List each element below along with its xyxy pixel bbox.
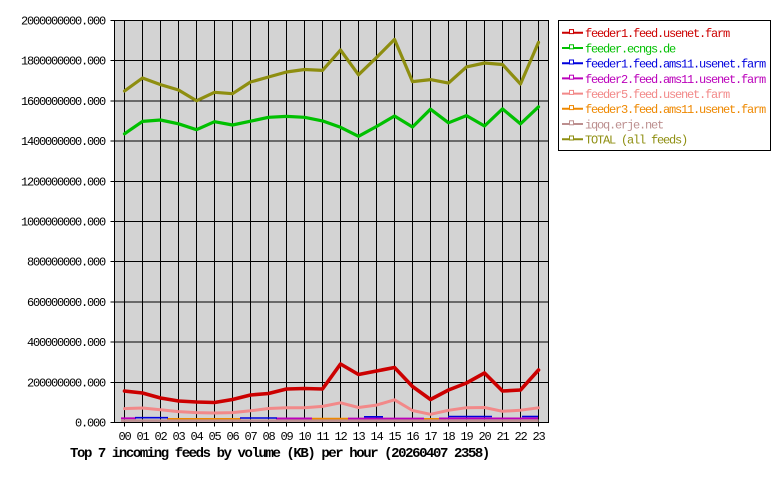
svg-text:1200000000.000: 1200000000.000 — [21, 175, 106, 189]
svg-text:06: 06 — [226, 430, 239, 444]
svg-text:03: 03 — [172, 430, 185, 444]
svg-text:Top 7 incoming feeds by volume: Top 7 incoming feeds by volume (KB) per … — [70, 446, 489, 462]
svg-text:05: 05 — [208, 430, 221, 444]
svg-text:15: 15 — [388, 430, 401, 444]
svg-text:800000000.000: 800000000.000 — [27, 256, 106, 270]
svg-text:2000000000.000: 2000000000.000 — [21, 15, 106, 29]
svg-text:01: 01 — [136, 430, 149, 444]
svg-text:200000000.000: 200000000.000 — [27, 376, 106, 390]
svg-text:14: 14 — [370, 430, 383, 444]
svg-text:16: 16 — [406, 430, 419, 444]
svg-text:23: 23 — [532, 430, 545, 444]
svg-text:22: 22 — [514, 430, 527, 444]
svg-text:feeder1.feed.usenet.farm: feeder1.feed.usenet.farm — [585, 27, 730, 41]
svg-text:19: 19 — [460, 430, 473, 444]
svg-text:400000000.000: 400000000.000 — [27, 336, 106, 350]
svg-text:09: 09 — [280, 430, 293, 444]
svg-text:04: 04 — [190, 430, 203, 444]
svg-text:feeder5.feed.usenet.farm: feeder5.feed.usenet.farm — [585, 88, 730, 102]
svg-text:TOTAL (all feeds): TOTAL (all feeds) — [585, 134, 687, 148]
svg-text:11: 11 — [316, 430, 329, 444]
svg-text:feeder2.feed.ams11.usenet.farm: feeder2.feed.ams11.usenet.farm — [585, 73, 766, 87]
svg-text:12: 12 — [334, 430, 347, 444]
svg-text:1600000000.000: 1600000000.000 — [21, 95, 106, 109]
svg-text:feeder.ecngs.de: feeder.ecngs.de — [585, 42, 676, 56]
svg-text:00: 00 — [118, 430, 131, 444]
svg-text:13: 13 — [352, 430, 365, 444]
svg-text:0.000: 0.000 — [75, 417, 106, 431]
svg-text:1800000000.000: 1800000000.000 — [21, 55, 106, 69]
svg-text:feeder1.feed.ams11.usenet.farm: feeder1.feed.ams11.usenet.farm — [585, 58, 766, 72]
svg-text:17: 17 — [424, 430, 437, 444]
svg-text:08: 08 — [262, 430, 275, 444]
svg-text:02: 02 — [154, 430, 167, 444]
svg-text:1000000000.000: 1000000000.000 — [21, 216, 106, 230]
svg-text:10: 10 — [298, 430, 311, 444]
svg-text:1400000000.000: 1400000000.000 — [21, 135, 106, 149]
svg-text:20: 20 — [478, 430, 491, 444]
svg-text:feeder3.feed.ams11.usenet.farm: feeder3.feed.ams11.usenet.farm — [585, 103, 766, 117]
svg-text:iqoq.erje.net: iqoq.erje.net — [585, 118, 663, 132]
svg-text:21: 21 — [496, 430, 509, 444]
svg-text:600000000.000: 600000000.000 — [27, 296, 106, 310]
svg-text:07: 07 — [244, 430, 257, 444]
svg-text:18: 18 — [442, 430, 455, 444]
